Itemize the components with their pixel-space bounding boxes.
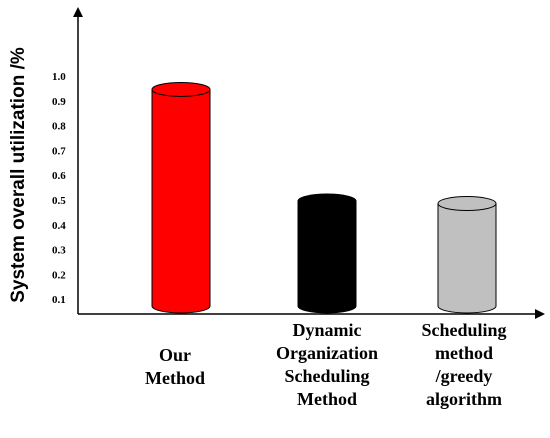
category-label-line: algorithm bbox=[426, 389, 502, 409]
category-label-line: Scheduling bbox=[284, 366, 369, 386]
y-tick-label: 0.6 bbox=[52, 170, 66, 182]
bar bbox=[297, 193, 357, 314]
bar-body bbox=[151, 88, 211, 314]
y-tick-label: 0.9 bbox=[52, 96, 66, 108]
y-tick-label: 0.3 bbox=[52, 245, 66, 257]
category-label-line: Our bbox=[159, 345, 191, 365]
y-tick-label: 1.0 bbox=[52, 71, 66, 83]
y-axis-title: System overall utilization /% bbox=[8, 47, 29, 303]
category-label-line: /greedy bbox=[435, 366, 493, 386]
category-label-line: Dynamic bbox=[293, 320, 362, 340]
bar-top bbox=[437, 196, 497, 212]
category-label-line: Scheduling bbox=[421, 320, 506, 340]
y-tick-label: 0.7 bbox=[52, 145, 66, 157]
y-tick-label: 0.1 bbox=[52, 294, 66, 306]
axes bbox=[73, 7, 545, 319]
bar-top bbox=[151, 81, 211, 97]
category-label: Dynamic Organization Scheduling Method bbox=[276, 320, 378, 409]
bars bbox=[151, 81, 497, 314]
category-label: Our Method bbox=[145, 345, 205, 388]
y-tick-label: 0.5 bbox=[52, 195, 66, 207]
bar-body bbox=[297, 200, 357, 314]
y-tick-label: 0.2 bbox=[52, 269, 66, 281]
y-tick-label: 0.4 bbox=[52, 220, 66, 232]
category-label-line: Organization bbox=[276, 343, 378, 363]
category-label-line: method bbox=[435, 343, 493, 363]
y-tick-label: 0.8 bbox=[52, 121, 66, 133]
bar-top bbox=[297, 193, 357, 209]
bar bbox=[437, 196, 497, 314]
category-label-line: Method bbox=[145, 368, 205, 388]
category-label: Scheduling method/greedy algorithm bbox=[421, 320, 506, 409]
category-label-line: Method bbox=[297, 389, 357, 409]
category-labels: Our Method Dynamic Organization Scheduling Me… bbox=[145, 320, 507, 409]
y-ticks: 0.1 0.2 0.3 0.4 0.5 0.6 0.7 0.8 0.9 1.0 bbox=[52, 71, 66, 306]
bar-body bbox=[437, 203, 497, 314]
bar bbox=[151, 81, 211, 314]
